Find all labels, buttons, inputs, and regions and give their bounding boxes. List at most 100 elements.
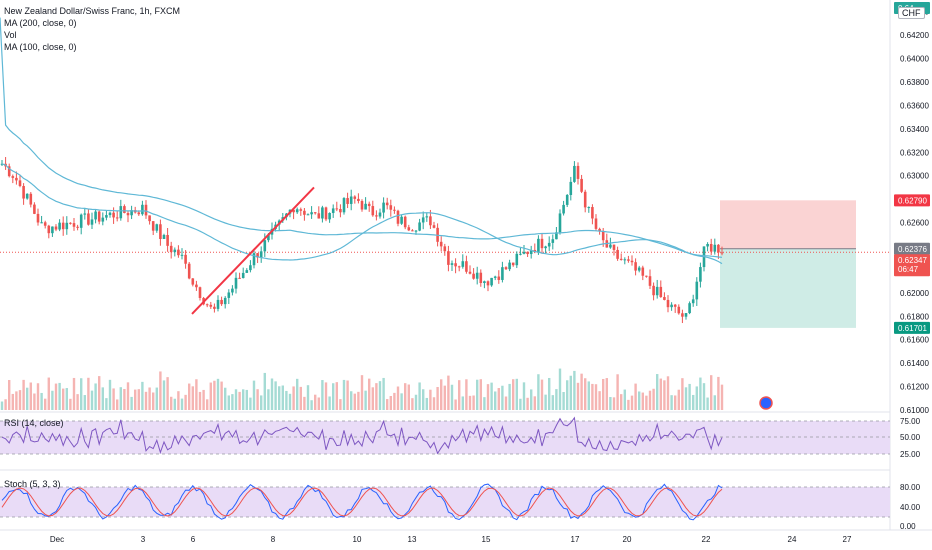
- candle-body: [414, 230, 418, 232]
- candle-body: [299, 209, 303, 211]
- candle-body: [18, 180, 22, 187]
- candle-body: [137, 212, 141, 215]
- candle-body: [432, 225, 436, 228]
- candle-body: [475, 272, 479, 279]
- volume-bar: [555, 389, 558, 410]
- volume-bar: [375, 383, 378, 410]
- entry-price-tag: 0.62376: [898, 245, 927, 254]
- symbol-title[interactable]: New Zealand Dollar/Swiss Franc, 1h, FXCM: [4, 6, 181, 16]
- volume-bar: [249, 397, 252, 410]
- volume-bar: [382, 377, 385, 410]
- candle-body: [490, 277, 493, 286]
- volume-bar: [123, 388, 126, 410]
- candle-body: [234, 277, 238, 289]
- candle-body: [238, 277, 241, 279]
- legend-ma100[interactable]: MA (100, close, 0): [4, 42, 77, 52]
- volume-bar: [342, 379, 346, 410]
- candle-body: [83, 213, 87, 215]
- candle-body: [609, 244, 612, 248]
- volume-bar: [634, 383, 637, 410]
- volume-bar: [335, 382, 338, 410]
- candle-body: [457, 266, 461, 268]
- volume-bar: [87, 377, 90, 410]
- volume-bar: [195, 379, 198, 410]
- entry-price-tag-bg: [894, 242, 930, 255]
- volume-bar: [177, 391, 180, 410]
- candle-body: [652, 285, 655, 296]
- rsi-label[interactable]: RSI (14, close): [4, 418, 64, 428]
- legend-ma200[interactable]: MA (200, close, 0): [4, 18, 77, 28]
- stoch-label[interactable]: Stoch (5, 3, 3): [4, 479, 61, 489]
- price-tick-label: 0.61800: [900, 312, 929, 321]
- candle-body: [87, 213, 90, 225]
- volume-bar: [227, 395, 230, 410]
- candle-body: [115, 217, 119, 219]
- volume-bar: [389, 396, 392, 410]
- candle-body: [486, 281, 490, 286]
- volume-bar: [393, 392, 396, 410]
- candle-body: [328, 212, 331, 220]
- volume-bar: [411, 398, 414, 410]
- candle-body: [522, 251, 526, 254]
- volume-bar: [371, 387, 374, 410]
- volume-bar: [569, 375, 572, 410]
- volume-bar: [40, 392, 43, 410]
- candle-body: [241, 272, 245, 279]
- time-tick-label: 22: [702, 535, 711, 544]
- candle-body: [666, 299, 670, 308]
- volume-bar: [562, 392, 565, 410]
- stoch-tick-label: 80.00: [900, 483, 921, 492]
- candle-body: [335, 208, 339, 210]
- candle-body: [396, 210, 400, 224]
- volume-bar: [594, 384, 598, 410]
- volume-bar: [504, 396, 508, 410]
- candle-body: [184, 254, 187, 264]
- volume-bar: [494, 391, 497, 410]
- legend-vol[interactable]: Vol: [4, 30, 17, 40]
- volume-bar: [162, 380, 166, 410]
- currency-badge[interactable]: CHF: [898, 7, 925, 19]
- price-tick-label: 0.63200: [900, 148, 929, 157]
- time-tick-label: 10: [353, 535, 362, 544]
- price-tick-label: 0.61400: [900, 359, 929, 368]
- volume-bar: [155, 387, 158, 410]
- volume-bar: [148, 387, 151, 410]
- volume-bar: [292, 386, 295, 410]
- volume-bar: [612, 397, 616, 410]
- volume-bar: [573, 370, 576, 410]
- volume-bar: [314, 394, 317, 410]
- candle-body: [119, 206, 123, 219]
- volume-bar: [616, 374, 619, 410]
- volume-bar: [580, 373, 583, 410]
- candle-body: [220, 299, 223, 305]
- volume-bar: [260, 395, 263, 410]
- chart-legend: New Zealand Dollar/Swiss Franc, 1h, FXCM…: [4, 5, 180, 53]
- volume-bar: [296, 378, 299, 410]
- volume-bar: [458, 380, 461, 410]
- candle-body: [389, 205, 393, 210]
- volume-bar: [710, 375, 713, 410]
- candle-body: [191, 278, 195, 285]
- volume-bar: [404, 383, 407, 410]
- volume-bar: [263, 372, 266, 410]
- candle-body: [637, 267, 641, 271]
- volume-bar: [587, 381, 590, 410]
- candle-body: [587, 207, 591, 209]
- volume-bar: [306, 385, 310, 410]
- time-tick-label: 24: [788, 535, 797, 544]
- volume-bar: [699, 377, 702, 410]
- time-tick-label: 13: [408, 535, 417, 544]
- rsi-band: [0, 421, 890, 454]
- candle-body: [569, 181, 573, 195]
- volume-bar: [51, 390, 54, 410]
- volume-bar: [497, 388, 500, 410]
- volume-bar: [551, 395, 554, 410]
- candle-body: [447, 251, 450, 265]
- volume-bar: [450, 384, 454, 410]
- candle-body: [418, 222, 421, 231]
- volume-bar: [33, 393, 36, 410]
- time-tick-label: 8: [271, 535, 276, 544]
- price-tick-label: 0.64200: [900, 31, 929, 40]
- volume-bar: [238, 391, 241, 410]
